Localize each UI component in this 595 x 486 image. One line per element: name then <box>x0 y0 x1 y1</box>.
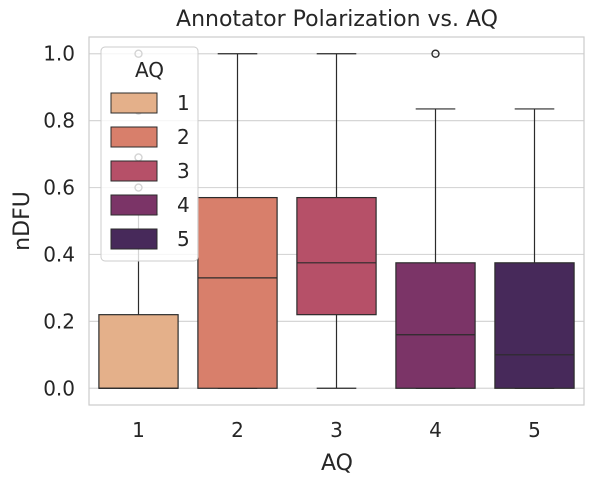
y-tick-label: 0.0 <box>43 376 75 400</box>
box-group-2 <box>197 53 278 389</box>
box-iqr <box>395 262 476 389</box>
y-tick-label: 0.2 <box>43 309 75 333</box>
x-axis-title: AQ <box>321 451 353 476</box>
box-iqr <box>98 314 179 389</box>
x-tick-label: 3 <box>330 418 343 442</box>
box-group-3 <box>296 53 377 389</box>
chart-title: Annotator Polarization vs. AQ <box>176 7 498 32</box>
box-iqr <box>494 262 575 389</box>
legend-swatch <box>110 126 158 148</box>
outlier-point <box>431 49 440 58</box>
legend-swatch <box>110 160 158 182</box>
x-tick-label: 2 <box>231 418 244 442</box>
y-tick-label: 1.0 <box>43 42 75 66</box>
y-tick-label: 0.8 <box>43 109 75 133</box>
y-tick-label: 0.4 <box>43 242 75 266</box>
legend-swatch <box>110 194 158 216</box>
box-group-1 <box>98 49 179 389</box>
y-tick-label: 0.6 <box>43 176 75 200</box>
boxes-layer <box>98 49 575 389</box>
box-iqr <box>197 196 278 389</box>
plot-frame <box>88 36 585 406</box>
legend-label: 3 <box>177 159 190 183</box>
legend-label: 2 <box>177 125 190 149</box>
legend-swatch <box>110 228 158 250</box>
legend-swatch <box>110 92 158 114</box>
legend-title: AQ <box>135 58 164 82</box>
x-tick-label: 5 <box>528 418 541 442</box>
legend-label: 4 <box>177 193 190 217</box>
x-tick-labels: 1 2 3 4 5 <box>132 418 541 442</box>
box-group-5 <box>494 108 575 389</box>
legend-label: 1 <box>177 91 190 115</box>
legend: AQ 1 2 3 4 5 <box>100 46 199 262</box>
box-group-4 <box>395 49 476 389</box>
y-tick-labels: 0.0 0.2 0.4 0.6 0.8 1.0 <box>43 42 75 401</box>
x-tick-label: 1 <box>132 418 145 442</box>
legend-label: 5 <box>177 227 190 251</box>
box-iqr <box>296 196 377 316</box>
y-axis-title: nDFU <box>10 191 35 251</box>
x-tick-label: 4 <box>429 418 442 442</box>
